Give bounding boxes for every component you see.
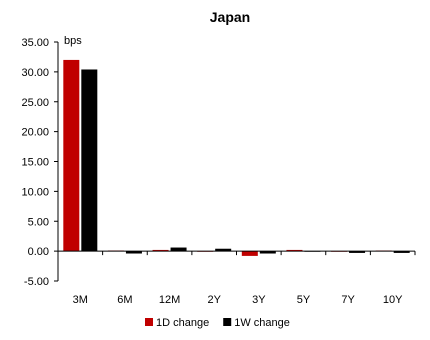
x-tick-label: 6M <box>117 294 132 306</box>
legend-swatch <box>223 318 231 326</box>
y-tick-label: 30.00 <box>21 67 49 79</box>
y-tick-label: 20.00 <box>21 127 49 139</box>
legend-swatch <box>145 318 153 326</box>
bars-group <box>63 60 409 256</box>
x-tick-label: 2Y <box>207 294 221 306</box>
x-tick-label: 10Y <box>383 294 403 306</box>
y-tick-label: 35.00 <box>21 37 49 49</box>
x-tick-label: 5Y <box>297 294 311 306</box>
y-axis-unit-label: bps <box>64 35 82 47</box>
y-axis: -5.00 0.00 5.00 10.00 15.00 20.00 25.00 30.00 35… <box>21 37 58 288</box>
legend-label: 1D change <box>156 317 209 329</box>
x-tick-label: 3M <box>73 294 88 306</box>
x-tick-label: 3Y <box>252 294 266 306</box>
bar <box>81 69 97 251</box>
y-tick-label: 5.00 <box>28 216 49 228</box>
chart-title: Japan <box>210 9 250 25</box>
legend: 1D change 1W change <box>145 317 290 329</box>
bar <box>171 248 187 252</box>
y-tick-label: 25.00 <box>21 97 49 109</box>
y-tick-label: 10.00 <box>21 186 49 198</box>
y-tick-label: -5.00 <box>24 276 49 288</box>
bar <box>242 251 258 256</box>
y-tick-label: 15.00 <box>21 157 49 169</box>
y-tick-label: 0.00 <box>28 246 49 258</box>
x-tick-label: 7Y <box>341 294 355 306</box>
x-tick-label: 12M <box>159 294 180 306</box>
bar <box>63 60 79 251</box>
x-axis: 3M 6M 12M 2Y 3Y 5Y 7Y 10Y <box>58 251 415 306</box>
legend-label: 1W change <box>234 317 290 329</box>
